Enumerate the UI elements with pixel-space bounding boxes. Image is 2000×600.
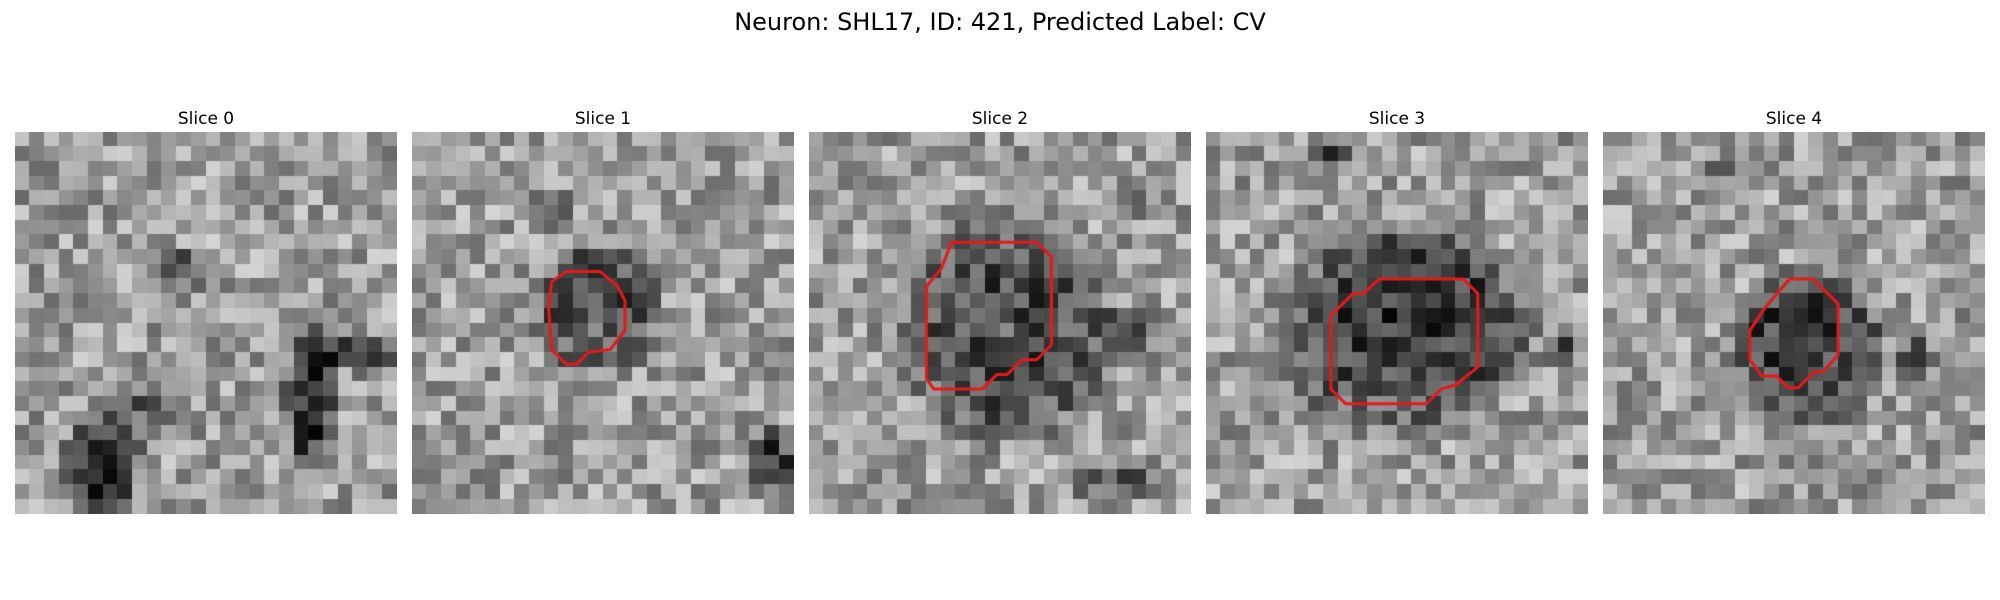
slice-image-2 [809, 132, 1191, 514]
slice-panel-1: Slice 1 [412, 108, 794, 514]
slice-panel-0: Slice 0 [15, 108, 397, 514]
slice-image-0 [15, 132, 397, 514]
slice-title-2: Slice 2 [971, 109, 1029, 129]
slice-panel-3: Slice 3 [1206, 108, 1588, 514]
slice-panel-2: Slice 2 [809, 108, 1191, 514]
slice-panel-4: Slice 4 [1603, 108, 1985, 514]
slice-title-4: Slice 4 [1765, 109, 1823, 129]
slice-image-3 [1206, 132, 1588, 514]
slice-image-4 [1603, 132, 1985, 514]
slice-title-0: Slice 0 [177, 109, 235, 129]
slice-title-1: Slice 1 [574, 109, 632, 129]
slice-image-1 [412, 132, 794, 514]
slice-title-3: Slice 3 [1368, 109, 1426, 129]
figure-title: Neuron: SHL17, ID: 421, Predicted Label:… [734, 8, 1266, 36]
